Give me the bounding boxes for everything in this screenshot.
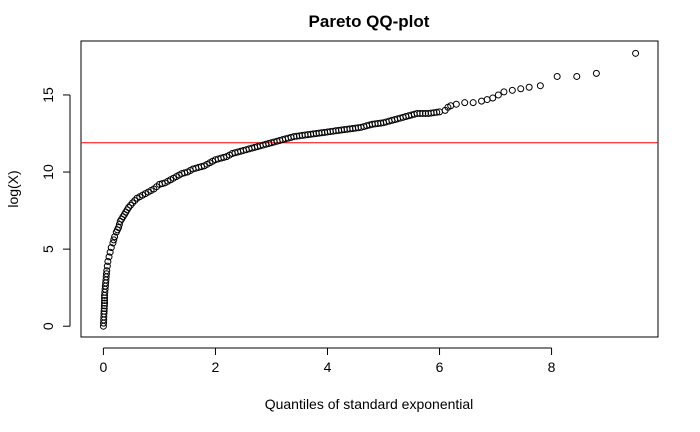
plot-frame <box>80 40 659 338</box>
data-point <box>592 69 600 77</box>
x-tick-label: 4 <box>324 359 332 375</box>
data-points <box>99 49 640 330</box>
y-axis-label: log(X) <box>5 170 21 207</box>
x-axis: 0 2 4 6 8 <box>100 347 556 375</box>
data-point <box>632 49 640 57</box>
y-tick-label: 0 <box>40 322 56 330</box>
y-tick-label: 10 <box>40 164 56 180</box>
x-tick-label: 2 <box>212 359 220 375</box>
data-point <box>109 239 117 247</box>
data-point <box>494 91 502 99</box>
data-point <box>105 253 113 261</box>
data-point <box>100 302 108 310</box>
data-point <box>125 204 133 211</box>
data-point <box>110 236 118 244</box>
data-point <box>131 197 139 205</box>
data-point <box>129 199 137 207</box>
data-point <box>573 72 581 80</box>
data-point <box>461 99 469 107</box>
data-point <box>517 85 525 93</box>
y-tick-label: 5 <box>40 245 56 253</box>
data-point <box>500 88 508 96</box>
data-point <box>111 233 119 241</box>
data-point <box>100 310 108 318</box>
data-point <box>452 100 460 108</box>
data-point <box>106 248 114 256</box>
data-point <box>478 97 486 105</box>
data-point <box>469 99 477 107</box>
data-point <box>103 267 111 275</box>
x-tick-label: 8 <box>548 359 556 375</box>
chart-title: Pareto QQ-plot <box>309 12 430 31</box>
data-point <box>489 94 497 102</box>
data-point <box>115 224 123 232</box>
data-point <box>553 72 561 80</box>
data-point <box>100 304 108 312</box>
data-point <box>483 96 491 104</box>
data-point <box>104 257 112 265</box>
data-point <box>101 299 109 307</box>
data-point <box>101 297 109 305</box>
data-point <box>536 82 544 90</box>
data-point <box>525 83 533 91</box>
data-point <box>103 262 111 270</box>
data-point <box>508 86 516 94</box>
x-tick-label: 0 <box>100 359 108 375</box>
data-point <box>433 108 441 116</box>
x-tick-label: 6 <box>436 359 444 375</box>
data-point <box>127 201 135 209</box>
y-tick-label: 15 <box>40 87 56 103</box>
data-point <box>100 307 108 315</box>
data-point <box>107 244 115 252</box>
y-axis: 0 5 10 15 <box>40 87 71 330</box>
data-point <box>102 270 110 278</box>
x-axis-label: Quantiles of standard exponential <box>265 396 474 412</box>
